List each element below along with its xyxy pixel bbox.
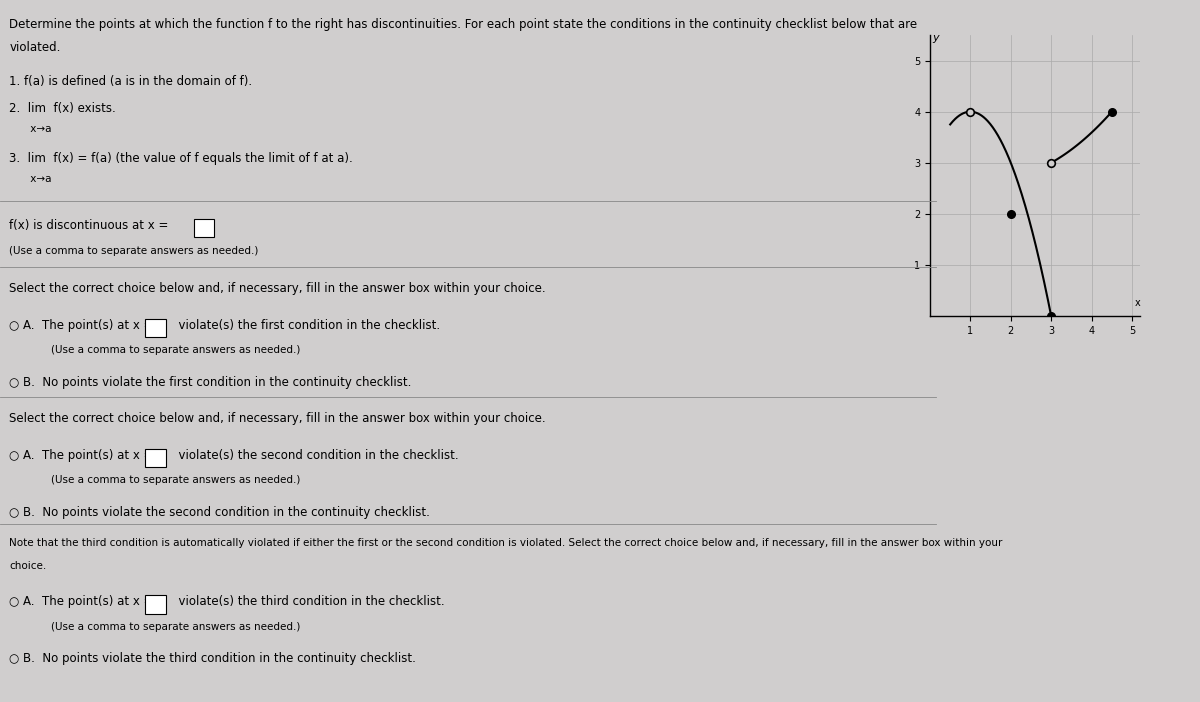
Text: x→a: x→a [14,124,52,134]
Text: ○ B.  No points violate the third condition in the continuity checklist.: ○ B. No points violate the third conditi… [10,652,416,665]
Text: choice.: choice. [10,562,47,571]
Text: x: x [1135,298,1141,308]
Text: ○ A.  The point(s) at x =: ○ A. The point(s) at x = [10,595,157,608]
Text: violate(s) the first condition in the checklist.: violate(s) the first condition in the ch… [172,319,440,332]
Text: Determine the points at which the function f to the right has discontinuities. F: Determine the points at which the functi… [10,18,918,31]
Text: ○ A.  The point(s) at x =: ○ A. The point(s) at x = [10,449,157,462]
FancyBboxPatch shape [145,595,166,614]
Text: 2.  lim  f(x) exists.: 2. lim f(x) exists. [10,102,116,115]
FancyBboxPatch shape [145,449,166,467]
FancyBboxPatch shape [145,319,166,337]
Text: ○ A.  The point(s) at x =: ○ A. The point(s) at x = [10,319,157,332]
Text: 1. f(a) is defined (a is in the domain of f).: 1. f(a) is defined (a is in the domain o… [10,74,252,88]
Text: ○ B.  No points violate the first condition in the continuity checklist.: ○ B. No points violate the first conditi… [10,376,412,389]
FancyBboxPatch shape [193,219,215,237]
Text: (Use a comma to separate answers as needed.): (Use a comma to separate answers as need… [52,345,301,355]
Text: 3.  lim  f(x) = f(a) (the value of f equals the limit of f at a).: 3. lim f(x) = f(a) (the value of f equal… [10,152,353,164]
Text: (Use a comma to separate answers as needed.): (Use a comma to separate answers as need… [10,246,259,256]
Text: violate(s) the second condition in the checklist.: violate(s) the second condition in the c… [172,449,458,462]
Text: Note that the third condition is automatically violated if either the first or t: Note that the third condition is automat… [10,538,1003,548]
Text: Select the correct choice below and, if necessary, fill in the answer box within: Select the correct choice below and, if … [10,411,546,425]
Text: violated.: violated. [10,41,61,54]
Text: f(x) is discontinuous at x =: f(x) is discontinuous at x = [10,219,169,232]
Text: (Use a comma to separate answers as needed.): (Use a comma to separate answers as need… [52,475,301,485]
Text: ○ B.  No points violate the second condition in the continuity checklist.: ○ B. No points violate the second condit… [10,506,431,519]
Text: y: y [932,33,940,43]
Text: (Use a comma to separate answers as needed.): (Use a comma to separate answers as need… [52,622,301,632]
Text: Select the correct choice below and, if necessary, fill in the answer box within: Select the correct choice below and, if … [10,282,546,295]
Text: violate(s) the third condition in the checklist.: violate(s) the third condition in the ch… [172,595,445,608]
Text: x→a: x→a [14,173,52,183]
